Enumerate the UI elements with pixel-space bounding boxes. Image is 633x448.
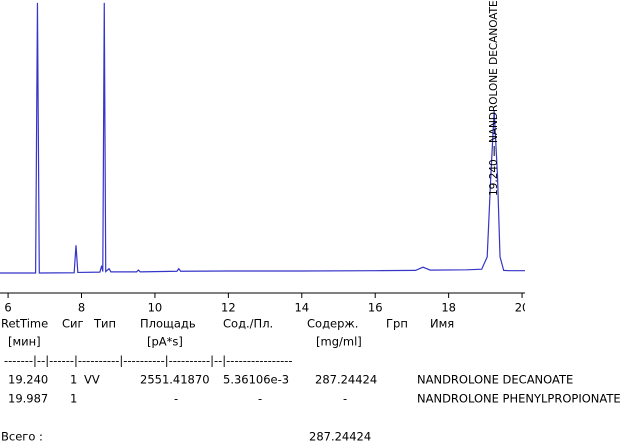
- cell: -: [343, 392, 347, 406]
- x-tick-label: 12: [221, 301, 236, 315]
- report: RetTime Сиг Тип Площадь Сод./Пл. Содерж. Грп Им…: [1, 317, 621, 444]
- column-header: Сиг: [62, 317, 84, 331]
- unit: [pA*s]: [147, 335, 183, 349]
- cell: -: [258, 392, 262, 406]
- cell: 19.987: [8, 392, 48, 406]
- unit: [мин]: [8, 335, 41, 349]
- cell: NANDROLONE PHENYLPROPIONATE: [417, 392, 621, 406]
- annotation-time: 19.240: [488, 159, 500, 196]
- total-value: 287.24424: [309, 430, 371, 444]
- cell: 5.36106e-3: [223, 373, 289, 387]
- column-header: RetTime: [1, 317, 48, 331]
- cell: 19.240: [8, 373, 48, 387]
- cell: 1: [70, 392, 77, 406]
- annotation-label: NANDROLONE DECANOATE: [488, 0, 500, 143]
- x-tick-label: 20: [515, 301, 530, 315]
- cell: 287.24424: [315, 373, 377, 387]
- x-tick-label: 6: [4, 301, 11, 315]
- chromatogram: 6 8 10 12 14 16 18 20 19.240 NANDROLONE DECANOATE: [0, 0, 530, 315]
- column-header: Грп: [386, 317, 408, 331]
- cell: 1: [70, 373, 77, 387]
- trace: [0, 2, 525, 274]
- x-tick-label: 8: [78, 301, 85, 315]
- cell: VV: [84, 373, 100, 387]
- separator: -------|--|------|----------|----------|…: [4, 354, 293, 368]
- cell: 2551.41870: [140, 373, 210, 387]
- column-header: Имя: [430, 317, 454, 331]
- total-label: Всего :: [1, 430, 43, 444]
- x-tick-label: 14: [294, 301, 309, 315]
- unit: [mg/ml]: [316, 335, 362, 349]
- column-header: Сод./Пл.: [223, 317, 273, 331]
- cell: NANDROLONE DECANOATE: [417, 373, 573, 387]
- column-header: Содерж.: [307, 317, 358, 331]
- cell: -: [174, 392, 178, 406]
- x-tick-label: 16: [368, 301, 383, 315]
- column-header: Тип: [93, 317, 116, 331]
- x-tick-label: 18: [441, 301, 456, 315]
- x-tick-label: 10: [148, 301, 163, 315]
- column-header: Площадь: [140, 317, 196, 331]
